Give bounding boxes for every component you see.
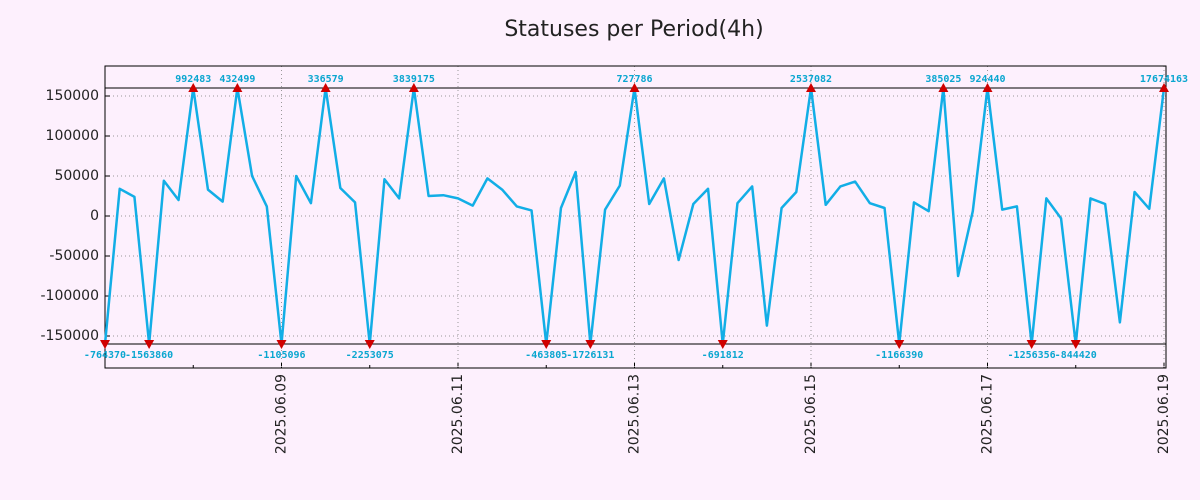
value-label: -1563860 [125,350,173,361]
value-label: 432499 [219,74,255,85]
x-tick-label: 2025.06.17 [980,374,996,454]
value-label: 727786 [616,74,652,85]
y-tick-label: 0 [90,208,99,224]
clip-marker [1159,83,1169,92]
clip-marker [100,340,110,349]
clip-marker [717,340,728,349]
value-label: -1726131 [566,350,614,361]
value-label: -691812 [702,350,744,361]
clip-marker [408,83,419,92]
y-tick-label: -150000 [41,328,100,344]
clip-marker [1026,340,1037,349]
chart-title: Statuses per Period(4h) [504,17,763,42]
y-tick-label: 50000 [54,168,99,184]
clip-marker [894,340,905,349]
clip-marker [320,83,331,92]
value-label: -2253075 [346,350,394,361]
value-label: -1256356 [1008,350,1056,361]
value-label: 336579 [308,74,344,85]
x-tick-label: 2025.06.11 [450,374,466,454]
x-tick-label: 2025.06.15 [803,374,819,454]
value-label: -844420 [1055,350,1097,361]
y-tick-label: -100000 [41,288,100,304]
plot-frame [104,65,1167,369]
value-label: 2537082 [790,74,832,85]
value-label: -463805 [525,350,567,361]
y-tick-label: 100000 [46,128,99,144]
value-label: 17674163 [1140,74,1188,85]
clip-marker [629,83,640,92]
clip-marker [276,340,287,349]
clip-marker [938,83,949,92]
value-label: 924440 [969,74,1005,85]
value-label: -1166390 [875,350,923,361]
value-label: 3839175 [393,74,435,85]
clip-marker [364,340,375,349]
value-label: -764370 [84,350,126,361]
clip-marker [585,340,596,349]
clip-marker [188,83,199,92]
x-tick-label: 2025.06.19 [1156,374,1172,454]
clip-marker [541,340,552,349]
value-label: 992483 [175,74,211,85]
clip-marker [806,83,816,92]
value-label: -1105096 [257,350,305,361]
clip-marker [982,83,993,92]
y-tick-label: 150000 [46,88,99,104]
clip-marker [1070,340,1081,349]
clip-marker [144,340,155,349]
clip-marker [232,83,243,92]
y-tick-label: -50000 [49,248,99,264]
value-label: 385025 [925,74,961,85]
x-tick-label: 2025.06.09 [274,374,290,454]
x-tick-label: 2025.06.13 [627,374,643,454]
